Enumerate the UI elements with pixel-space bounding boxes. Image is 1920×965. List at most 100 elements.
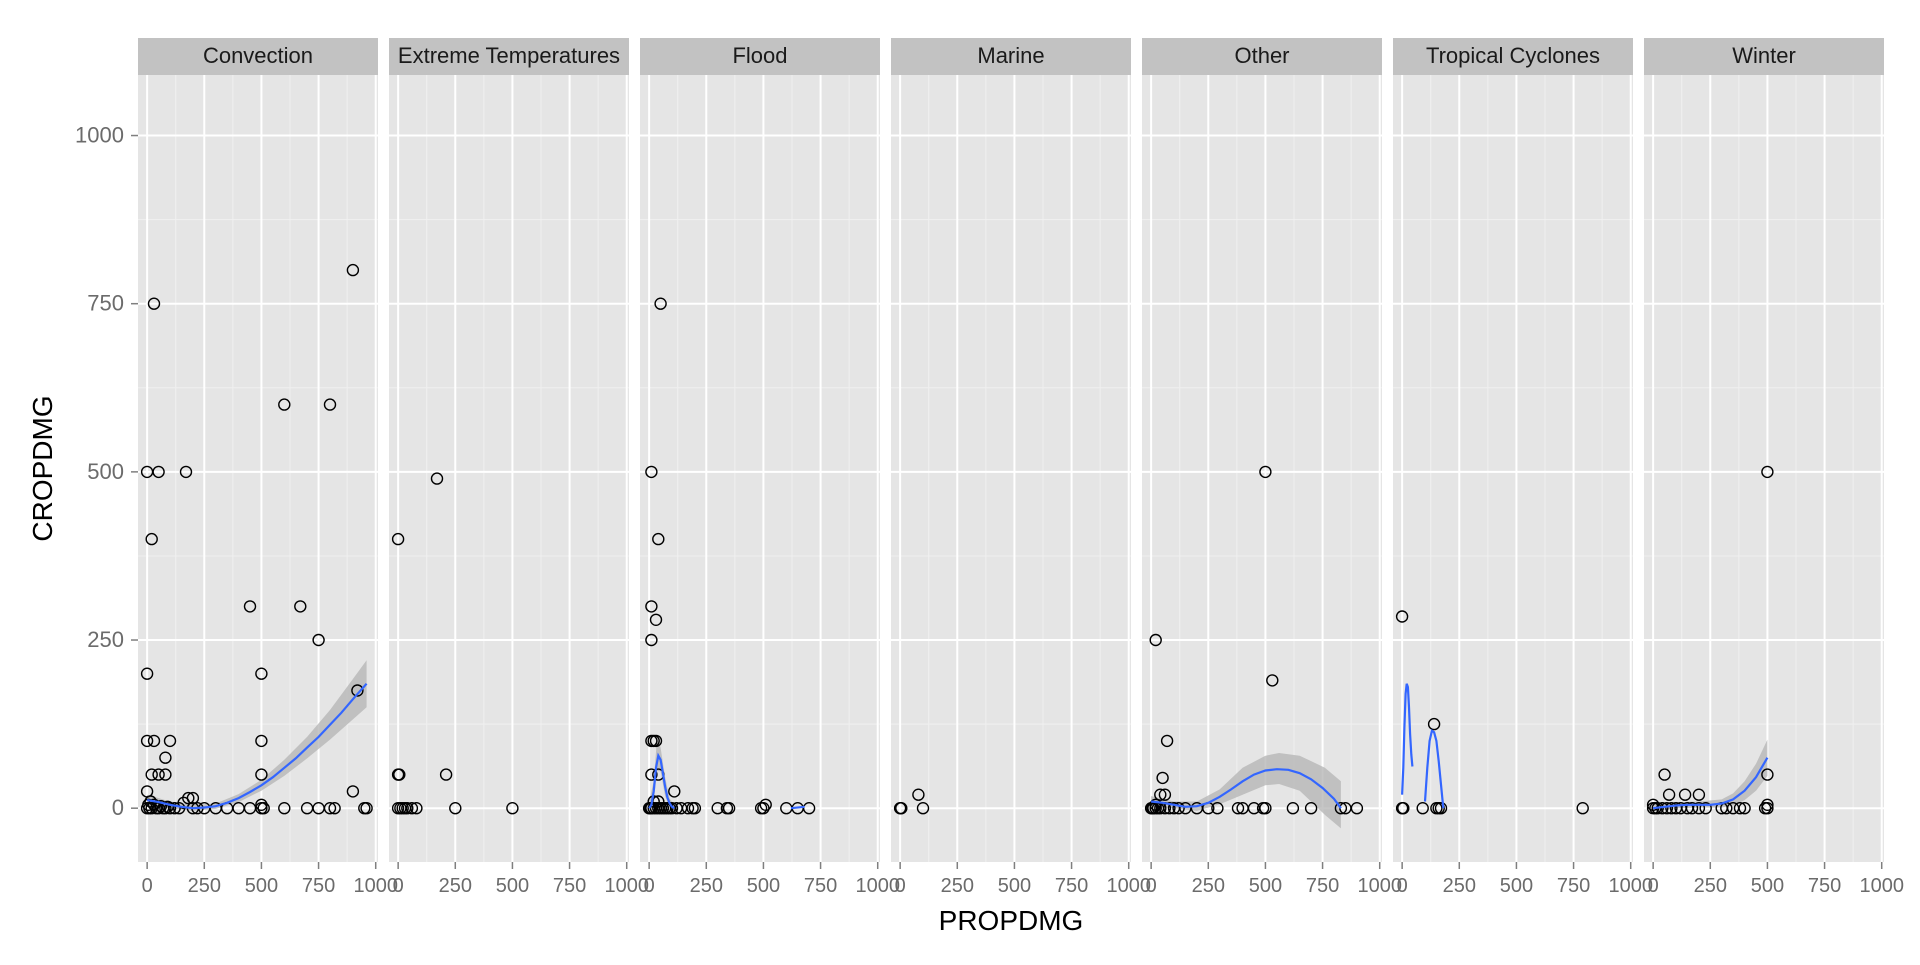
- data-point: [147, 734, 161, 748]
- x-tick-label: 500: [1249, 875, 1282, 897]
- data-point: [439, 768, 453, 781]
- data-point: [1172, 802, 1185, 815]
- x-tick-label: 1000: [1357, 875, 1402, 897]
- data-point: [652, 532, 665, 546]
- data-point: [1651, 802, 1664, 815]
- x-tick-label: 250: [439, 875, 472, 897]
- data-point: [351, 684, 364, 697]
- data-point: [1662, 788, 1676, 801]
- data-point: [449, 802, 462, 815]
- data-point: [177, 796, 190, 809]
- data-point: [323, 802, 337, 815]
- facet-panel: Convection 0 250 500 750 1000: [138, 38, 398, 897]
- facet-strip: [138, 38, 378, 75]
- data-point: [1738, 802, 1751, 815]
- data-point: [1692, 802, 1706, 815]
- data-point: [140, 734, 154, 748]
- data-point: [179, 465, 193, 479]
- data-point: [1158, 788, 1172, 801]
- data-point: [140, 667, 154, 680]
- plot-layer: [893, 788, 930, 815]
- facet-strip-label: Flood: [732, 43, 787, 68]
- x-tick-label: 1000: [353, 875, 398, 897]
- data-point: [645, 768, 658, 781]
- x-tick-label: 0: [142, 875, 153, 897]
- data-point: [255, 768, 268, 781]
- data-point: [1733, 802, 1747, 815]
- data-point: [1761, 802, 1774, 815]
- data-point: [688, 802, 702, 815]
- x-tick-label: 1000: [855, 875, 900, 897]
- facet-panel: Tropical Cyclones 0 250 500 750 1000: [1393, 38, 1653, 897]
- x-tick-label: 1000: [1859, 875, 1904, 897]
- data-point: [163, 734, 177, 748]
- y-tick-label: 1000: [75, 123, 124, 148]
- confidence-ribbon: [1653, 739, 1768, 812]
- plot-layer: [391, 472, 519, 815]
- data-point: [1211, 802, 1224, 815]
- data-point: [757, 802, 770, 815]
- y-tick-label: 250: [87, 627, 124, 652]
- data-point: [1334, 802, 1348, 815]
- data-point: [255, 734, 268, 748]
- plot-layer: [1646, 465, 1774, 815]
- y-tick-label: 0: [112, 795, 124, 820]
- x-tick-label: 750: [302, 875, 335, 897]
- data-point: [255, 667, 268, 680]
- x-tick-label: 0: [1146, 875, 1157, 897]
- data-point: [243, 600, 257, 613]
- data-point: [1149, 633, 1162, 647]
- data-point: [145, 532, 158, 546]
- confidence-ribbon: [147, 660, 367, 811]
- smooth-line: [1150, 768, 1342, 809]
- data-point: [722, 802, 736, 815]
- data-point: [1658, 768, 1671, 781]
- data-point: [1397, 802, 1410, 815]
- x-tick-label: 750: [1808, 875, 1841, 897]
- x-tick-label: 750: [1055, 875, 1088, 897]
- smooth-line: [146, 682, 368, 810]
- data-point: [346, 785, 360, 798]
- data-point: [1427, 717, 1441, 731]
- data-point: [360, 802, 373, 815]
- x-tick-label: 750: [553, 875, 586, 897]
- data-point: [649, 613, 663, 626]
- x-tick-label: 500: [245, 875, 278, 897]
- data-point: [182, 791, 195, 805]
- data-point: [152, 465, 165, 479]
- facet-panel: Flood 0 250 500 750 1000: [640, 38, 900, 897]
- data-point: [1395, 610, 1409, 623]
- data-point: [668, 785, 681, 798]
- data-point: [1678, 788, 1692, 801]
- data-point: [1350, 802, 1364, 815]
- data-point: [328, 802, 341, 815]
- data-point: [391, 532, 405, 546]
- x-tick-label: 0: [393, 875, 404, 897]
- data-point: [645, 600, 658, 613]
- data-point: [163, 802, 177, 815]
- facet-strip: [891, 38, 1131, 75]
- data-point: [1665, 802, 1678, 815]
- facet-strip-label: Winter: [1732, 43, 1796, 68]
- data-point: [1266, 674, 1279, 687]
- x-tick-label: 1000: [1608, 875, 1653, 897]
- plot-layer: [140, 263, 373, 815]
- data-point: [323, 398, 337, 411]
- panel-background: [891, 75, 1131, 862]
- y-tick-label: 750: [87, 291, 124, 316]
- data-point: [654, 297, 667, 310]
- x-tick-label: 250: [1192, 875, 1225, 897]
- x-tick-label: 250: [1443, 875, 1476, 897]
- data-point: [802, 802, 816, 815]
- data-point: [916, 802, 930, 815]
- x-tick-label: 500: [1751, 875, 1784, 897]
- data-point: [1286, 802, 1300, 815]
- panel-background: [389, 75, 629, 862]
- data-point: [152, 768, 165, 781]
- data-point: [346, 263, 360, 277]
- data-point: [1692, 788, 1706, 801]
- data-point: [168, 802, 181, 815]
- smooth-line: [790, 805, 805, 810]
- facet-strip-label: Convection: [203, 43, 313, 68]
